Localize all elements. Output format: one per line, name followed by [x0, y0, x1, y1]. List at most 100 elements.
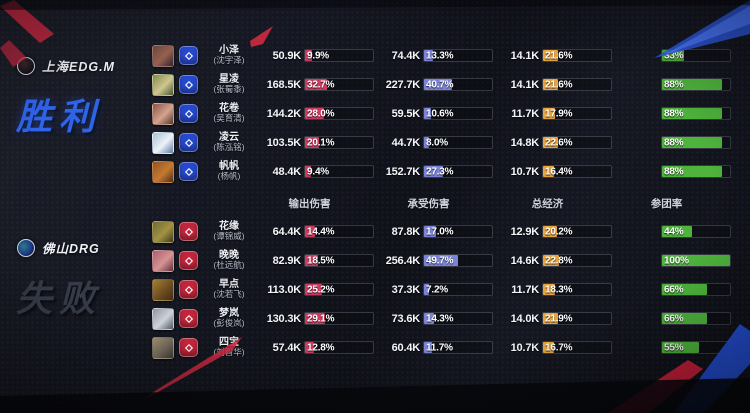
stat-percent: 17.0% [426, 226, 454, 237]
stat-value: 50.9K [272, 49, 302, 62]
stat-percent: 27.3% [426, 166, 454, 177]
stat-bar: 27.3% [423, 165, 493, 178]
stat-bar: 22.6% [542, 136, 612, 149]
team-rows-lose: 花缘 (谭锦威) 64.4K 14.4% 87.8K 17.0% 12.9K 2… [152, 217, 742, 362]
player-name-block: 星凌 (张蜀黍) [203, 74, 255, 95]
stat-damage-output: 48.4K 9.4% [257, 165, 376, 178]
stat-bar: 33% [661, 49, 731, 62]
stat-percent: 22.8% [545, 255, 573, 266]
hero-diamond-glyph [184, 80, 193, 89]
stat-bar: 10.6% [423, 107, 493, 120]
player-name-block: 花卷 (吴育清) [203, 103, 255, 124]
hero-icon[interactable] [179, 222, 198, 241]
stat-damage-taken: 37.3K 7.2% [376, 283, 495, 296]
player-avatar[interactable] [152, 131, 174, 154]
stat-damage-taken: 59.5K 10.6% [376, 107, 495, 120]
stat-damage-output: 50.9K 9.9% [257, 49, 376, 62]
column-header-economy: 总经济 [531, 197, 564, 210]
player-real-name: (沈若飞) [213, 289, 245, 300]
team-logo-icon [17, 56, 35, 75]
player-avatar[interactable] [152, 102, 174, 125]
hero-icon[interactable] [179, 280, 198, 299]
stat-percent: 13.3% [426, 50, 454, 61]
column-header-damage-taken: 承受伤害 [407, 197, 450, 210]
hero-icon[interactable] [179, 309, 198, 328]
stat-economy: 11.7K 18.3% [495, 283, 614, 296]
player-avatar[interactable] [152, 336, 174, 359]
stat-percent: 88% [664, 79, 684, 90]
stat-percent: 49.7% [426, 255, 454, 266]
stat-participation: 66% [614, 283, 733, 296]
stat-damage-output: 82.9K 18.5% [257, 254, 376, 267]
team-panel-win: 上海EDG.M 胜利 [12, 56, 150, 140]
hero-diamond-glyph [184, 109, 193, 118]
stat-bar: 21.6% [542, 78, 612, 91]
hero-icon[interactable] [179, 75, 198, 94]
stat-damage-output: 130.3K 29.1% [257, 312, 376, 325]
column-headers: 输出伤害 承受伤害 总经济 参团率 [152, 194, 742, 212]
decor-red-streak-bottomright [608, 360, 703, 413]
stat-participation: 44% [614, 225, 733, 238]
stat-bar: 88% [661, 78, 731, 91]
stat-value: 57.4K [272, 341, 302, 354]
stat-percent: 32.7% [307, 79, 335, 90]
stat-value: 256.4K [385, 254, 420, 267]
stat-percent: 40.7% [426, 79, 454, 90]
player-avatar[interactable] [152, 160, 174, 183]
player-row: 星凌 (张蜀黍) 168.5K 32.7% 227.7K 40.7% 14.1K… [152, 70, 742, 99]
column-header-damage-output: 输出伤害 [288, 197, 331, 210]
stat-percent: 21.9% [545, 313, 573, 324]
stat-percent: 18.3% [545, 284, 573, 295]
stat-percent: 10.6% [426, 108, 454, 119]
hero-icon[interactable] [179, 338, 198, 357]
player-real-name: (吴育清) [213, 113, 245, 124]
hero-icon[interactable] [179, 104, 198, 123]
stat-bar: 18.5% [304, 254, 374, 267]
hero-icon[interactable] [179, 46, 198, 65]
stat-value: 103.5K [266, 136, 301, 149]
stat-damage-taken: 44.7K 8.0% [376, 136, 495, 149]
team-result-victory: 胜利 [16, 96, 103, 137]
player-real-name: (谭锦威) [213, 231, 245, 242]
stat-percent: 8.0% [426, 137, 448, 148]
player-avatar[interactable] [152, 44, 174, 67]
player-avatar[interactable] [152, 249, 174, 272]
stat-percent: 21.6% [545, 79, 573, 90]
stat-bar: 11.7% [423, 341, 493, 354]
player-row: 晚晚 (杜远航) 82.9K 18.5% 256.4K 49.7% 14.6K … [152, 246, 742, 275]
hero-icon[interactable] [179, 133, 198, 152]
stat-value: 48.4K [272, 165, 302, 178]
decor-top-dark-sliver [0, 0, 750, 10]
team-rows-win: 小泽 (沈宇泽) 50.9K 9.9% 74.4K 13.3% 14.1K 21… [152, 41, 742, 186]
player-real-name: (陈泓铭) [213, 142, 245, 153]
player-name-block: 梦岚 (彭俊岚) [203, 308, 255, 329]
stat-percent: 33% [664, 50, 684, 61]
stat-economy: 14.0K 21.9% [495, 312, 614, 325]
stat-bar: 49.7% [423, 254, 493, 267]
stat-economy: 10.7K 16.7% [495, 341, 614, 354]
stat-bar: 17.0% [423, 225, 493, 238]
player-name-block: 帆帆 (杨帆) [203, 161, 255, 182]
hero-diamond-glyph [184, 285, 193, 294]
player-real-name: (杨帆) [217, 171, 241, 182]
player-avatar[interactable] [152, 220, 174, 243]
stat-value: 113.0K [267, 283, 301, 296]
stat-percent: 25.2% [307, 284, 335, 295]
stat-bar: 9.9% [304, 49, 374, 62]
stat-percent: 16.4% [545, 166, 573, 177]
player-avatar[interactable] [152, 73, 174, 96]
stat-bar: 12.8% [304, 341, 374, 354]
player-avatar[interactable] [152, 307, 174, 330]
stat-value: 60.4K [391, 341, 421, 354]
hero-icon[interactable] [179, 251, 198, 270]
team-result-defeat: 失败 [16, 278, 103, 319]
player-avatar[interactable] [152, 278, 174, 301]
stat-percent: 20.2% [545, 226, 573, 237]
stat-damage-taken: 87.8K 17.0% [376, 225, 495, 238]
hero-icon[interactable] [179, 162, 198, 181]
team-panel-lose: 佛山DRG 失败 [12, 238, 150, 322]
stat-bar: 14.3% [423, 312, 493, 325]
stat-value: 152.7K [385, 165, 420, 178]
stat-percent: 88% [664, 108, 684, 119]
stat-value: 130.3K [266, 312, 301, 325]
